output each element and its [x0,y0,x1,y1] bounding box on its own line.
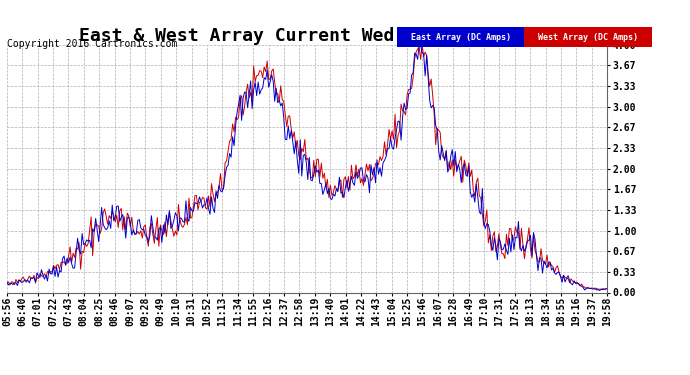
Title: East & West Array Current Wed May 11 20:02: East & West Array Current Wed May 11 20:… [79,27,535,45]
Text: West Array (DC Amps): West Array (DC Amps) [538,33,638,42]
Text: Copyright 2016 Cartronics.com: Copyright 2016 Cartronics.com [7,39,177,50]
Text: East Array (DC Amps): East Array (DC Amps) [411,33,511,42]
